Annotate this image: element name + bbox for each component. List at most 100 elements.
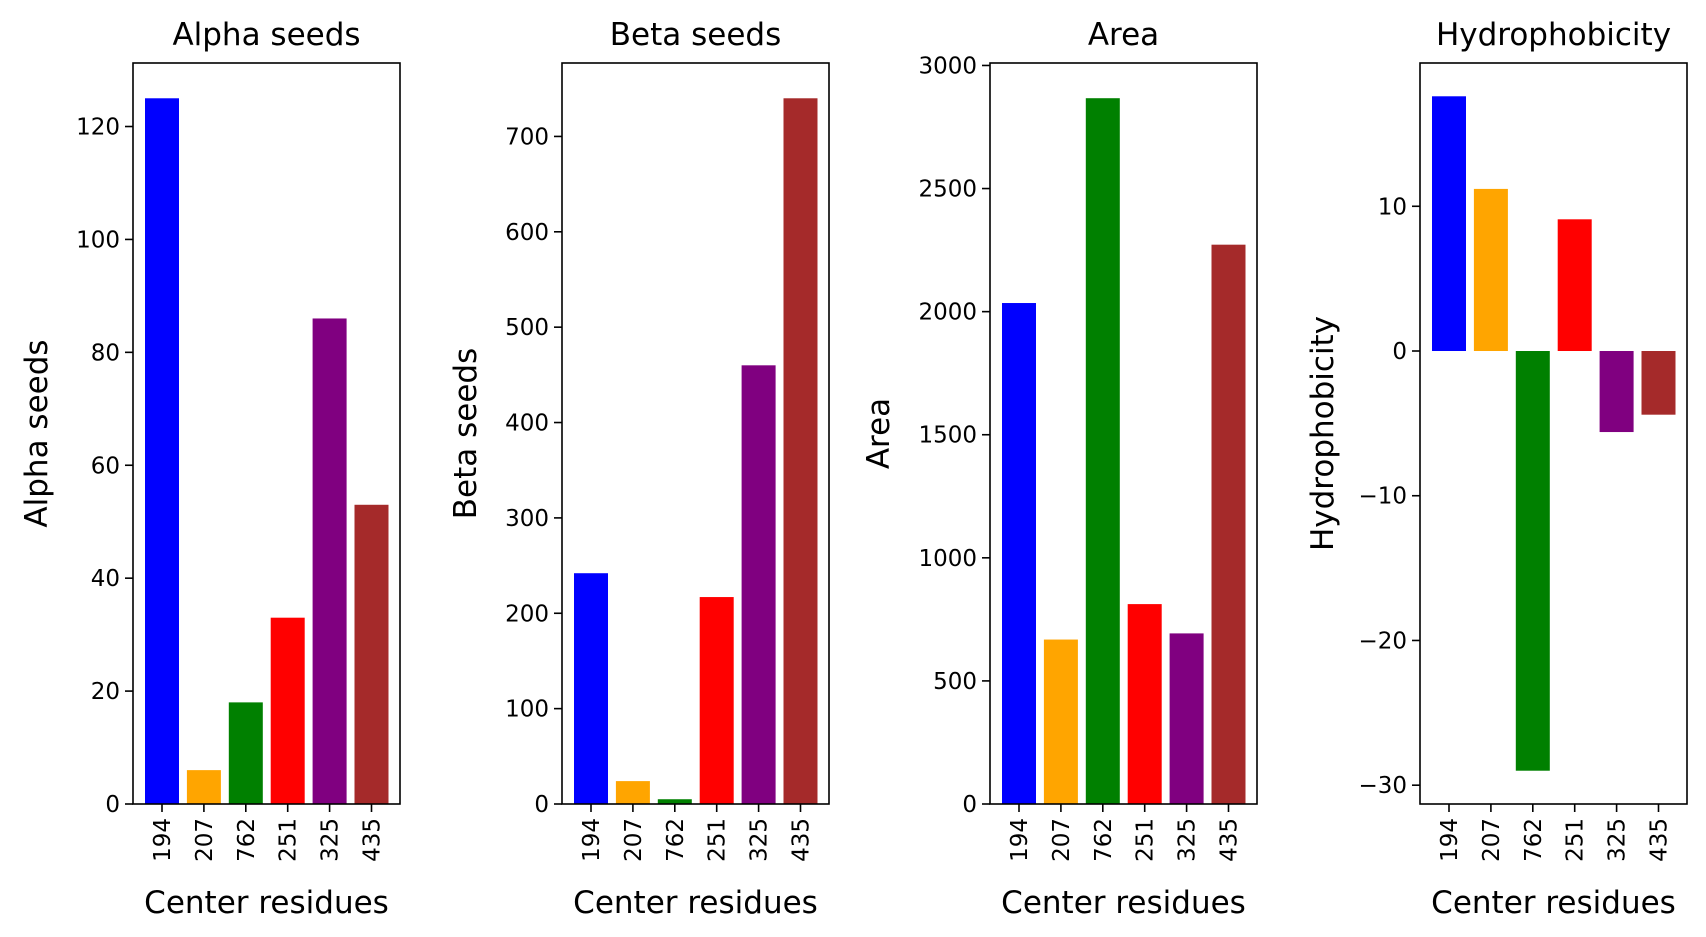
y-tick-label: 0 xyxy=(962,792,977,818)
axes-frame xyxy=(561,62,830,805)
x-tick-label: 762 xyxy=(234,818,260,862)
chart-panel-hydrophobicity: Hydrophobicity Center residues Hydrophob… xyxy=(1305,17,1688,921)
bar-207 xyxy=(1043,639,1078,804)
chart-panel-area: Area Center residues Area 194 207 762 251 32… xyxy=(861,17,1258,921)
x-tick-label: 435 xyxy=(360,818,386,862)
chart-panel-beta-seeds: Beta seeds Center residues Beta seeds 19… xyxy=(448,17,830,921)
y-tick-label: 0 xyxy=(534,792,549,818)
x-tick-label: 207 xyxy=(621,818,647,862)
y-tick-label: 2000 xyxy=(918,300,977,326)
x-tick-label: 194 xyxy=(1437,818,1463,862)
x-tick-label: 207 xyxy=(1479,818,1505,862)
x-axis-label: Center residues xyxy=(1001,885,1246,921)
bar-194 xyxy=(145,98,179,805)
x-tick-label: 207 xyxy=(192,818,218,862)
y-tick-label: 10 xyxy=(1378,194,1407,220)
bar-762 xyxy=(1515,351,1550,771)
y-tick-label: 400 xyxy=(505,411,549,437)
y-tick-label: 300 xyxy=(505,506,549,532)
y-tick-label: 120 xyxy=(76,115,120,141)
bars xyxy=(1432,96,1676,771)
y-axis-label: Beta seeds xyxy=(448,348,484,519)
bar-251 xyxy=(1557,219,1592,352)
y-tick-label: −20 xyxy=(1358,628,1407,654)
bar-194 xyxy=(1432,96,1466,352)
bar-435 xyxy=(1211,244,1246,804)
y-tick-label: 1000 xyxy=(918,546,977,572)
bars xyxy=(145,98,389,805)
bar-251 xyxy=(1127,604,1162,804)
bar-435 xyxy=(783,98,818,805)
chart-title: Beta seeds xyxy=(610,17,781,53)
chart-title: Alpha seeds xyxy=(172,17,360,53)
y-tick-label: 500 xyxy=(505,315,549,341)
y-tick-label: 40 xyxy=(91,566,120,592)
y-tick-label: 3000 xyxy=(918,53,977,79)
x-tick-label: 251 xyxy=(1563,818,1589,862)
bar-207 xyxy=(1473,188,1508,352)
y-tick-label: 0 xyxy=(105,792,120,818)
x-tick-label: 194 xyxy=(150,818,176,862)
bar-325 xyxy=(312,318,347,804)
bar-435 xyxy=(354,504,389,804)
x-tick-label: 762 xyxy=(1521,818,1547,862)
y-tick-label: 200 xyxy=(505,601,549,627)
x-axis-label: Center residues xyxy=(573,885,818,921)
y-tick-label: 0 xyxy=(1392,339,1407,365)
y-tick-label: −10 xyxy=(1358,484,1407,510)
y-axis-label: Alpha seeds xyxy=(19,339,55,527)
y-tick-label: 20 xyxy=(91,679,120,705)
y-tick-label: 700 xyxy=(505,124,549,150)
y-tick-label: 1500 xyxy=(918,423,977,449)
x-tick-label: 325 xyxy=(318,818,344,862)
x-tick-label: 435 xyxy=(789,818,815,862)
bar-207 xyxy=(615,781,650,804)
x-tick-label: 435 xyxy=(1647,818,1673,862)
bar-435 xyxy=(1641,351,1676,415)
chart-title: Hydrophobicity xyxy=(1436,17,1671,53)
x-axis-label: Center residues xyxy=(144,885,389,921)
y-tick-label: 600 xyxy=(505,220,549,246)
bar-194 xyxy=(574,573,608,804)
chart-title: Area xyxy=(1088,17,1159,53)
bars xyxy=(1002,98,1246,804)
x-tick-label: 325 xyxy=(747,818,773,862)
y-axis-label: Area xyxy=(861,398,897,469)
x-axis-label: Center residues xyxy=(1431,885,1676,921)
x-tick-label: 194 xyxy=(579,818,605,862)
bar-251 xyxy=(270,617,305,804)
x-tick-label: 251 xyxy=(1133,818,1159,862)
y-tick-label: 100 xyxy=(505,697,549,723)
bar-325 xyxy=(741,365,776,804)
y-axis-label: Hydrophobicity xyxy=(1305,316,1341,551)
x-tick-label: 325 xyxy=(1605,818,1631,862)
bar-207 xyxy=(186,770,221,804)
x-tick-label: 762 xyxy=(663,818,689,862)
x-tick-label: 207 xyxy=(1049,818,1075,862)
y-tick-label: 100 xyxy=(76,227,120,253)
bar-762 xyxy=(228,702,263,804)
bar-194 xyxy=(1002,303,1036,804)
x-tick-label: 251 xyxy=(276,818,302,862)
y-tick-label: 60 xyxy=(91,453,120,479)
bar-251 xyxy=(699,597,734,804)
x-tick-label: 194 xyxy=(1007,818,1033,862)
bar-325 xyxy=(1599,351,1634,433)
x-tick-label: 251 xyxy=(705,818,731,862)
bar-762 xyxy=(1085,98,1120,804)
bar-762 xyxy=(657,799,692,804)
x-tick-label: 762 xyxy=(1091,818,1117,862)
axes-frame xyxy=(1419,62,1688,805)
y-tick-label: −30 xyxy=(1358,773,1407,799)
y-tick-label: 2500 xyxy=(918,177,977,203)
chart-panel-alpha-seeds: Alpha seeds Center residues Alpha seeds … xyxy=(19,17,401,921)
bar-325 xyxy=(1169,633,1204,804)
bars xyxy=(574,98,818,805)
x-tick-label: 435 xyxy=(1217,818,1243,862)
y-tick-label: 80 xyxy=(91,340,120,366)
axes-frame xyxy=(132,62,401,805)
x-tick-label: 325 xyxy=(1175,818,1201,862)
axes-frame xyxy=(989,62,1258,805)
y-tick-label: 500 xyxy=(933,669,977,695)
